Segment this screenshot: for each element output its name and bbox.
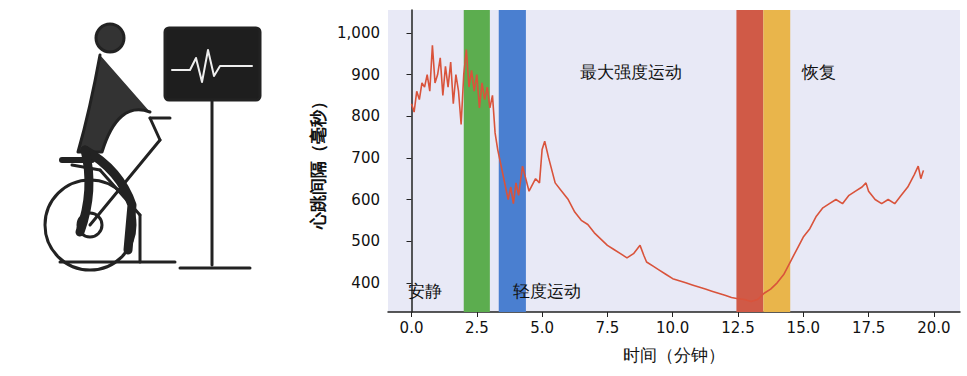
svg-text:7.5: 7.5 bbox=[595, 319, 619, 337]
svg-text:15.0: 15.0 bbox=[787, 319, 820, 337]
svg-text:安静: 安静 bbox=[408, 281, 442, 301]
svg-text:400: 400 bbox=[351, 274, 380, 292]
svg-text:800: 800 bbox=[351, 107, 380, 125]
svg-text:10.0: 10.0 bbox=[656, 319, 689, 337]
svg-text:700: 700 bbox=[351, 149, 380, 167]
svg-text:17.5: 17.5 bbox=[852, 319, 885, 337]
svg-text:500: 500 bbox=[351, 232, 380, 250]
svg-text:时间（分钟）: 时间（分钟） bbox=[623, 345, 725, 365]
svg-text:5.0: 5.0 bbox=[530, 319, 554, 337]
svg-text:900: 900 bbox=[351, 66, 380, 84]
svg-text:恢复: 恢复 bbox=[801, 62, 836, 82]
svg-text:0.0: 0.0 bbox=[400, 319, 424, 337]
svg-text:心跳间隔（毫秒）: 心跳间隔（毫秒） bbox=[308, 93, 328, 230]
svg-text:轻度运动: 轻度运动 bbox=[513, 281, 581, 301]
svg-text:1,000: 1,000 bbox=[337, 24, 380, 42]
svg-text:最大强度运动: 最大强度运动 bbox=[580, 62, 682, 82]
svg-text:20.0: 20.0 bbox=[917, 319, 950, 337]
svg-text:12.5: 12.5 bbox=[721, 319, 754, 337]
svg-text:600: 600 bbox=[351, 191, 380, 209]
svg-text:2.5: 2.5 bbox=[465, 319, 489, 337]
